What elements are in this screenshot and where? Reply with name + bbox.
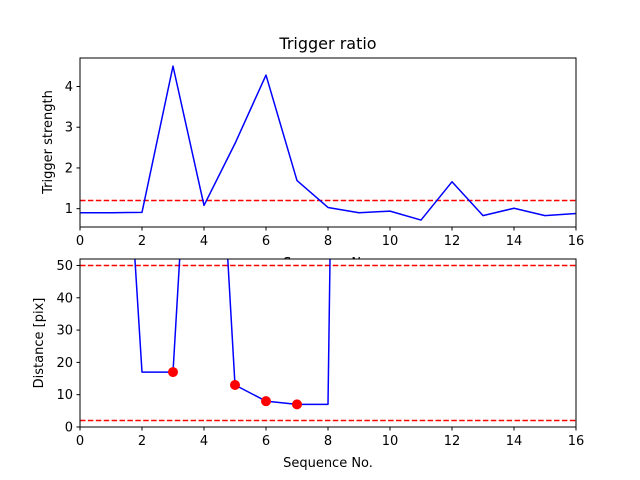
y-tick-label: 3 <box>65 121 73 136</box>
data-point <box>292 399 302 410</box>
y-tick-label: 0 <box>65 421 73 436</box>
x-tick-label: 8 <box>324 434 332 449</box>
plot-area <box>80 58 576 227</box>
x-tick-label: 16 <box>568 234 585 249</box>
y-axis-label: Distance [pix] <box>32 298 47 389</box>
x-tick-label: 12 <box>444 434 461 449</box>
x-tick-label: 12 <box>444 234 461 249</box>
x-tick-label: 0 <box>76 234 84 249</box>
data-point <box>168 367 178 378</box>
x-tick-label: 4 <box>200 234 208 249</box>
x-tick-label: 4 <box>200 434 208 449</box>
distance-chart: 0 2 4 6 8 10 12 14 16 0 10 20 30 40 50 Distance [pix]… <box>32 258 585 471</box>
y-tick-label: 10 <box>56 388 73 403</box>
y-tick-label: 50 <box>56 259 73 274</box>
y-tick-label: 20 <box>56 356 73 371</box>
x-tick-label: 6 <box>262 434 270 449</box>
y-tick-label: 30 <box>56 324 73 339</box>
x-tick-label: 6 <box>262 234 270 249</box>
x-tick-label: 10 <box>382 434 399 449</box>
y-tick-label: 2 <box>65 161 73 176</box>
y-tick-label: 40 <box>56 291 73 306</box>
y-axis-label: Trigger strength <box>41 90 56 195</box>
x-tick-label: 2 <box>138 434 146 449</box>
x-tick-label: 14 <box>506 434 523 449</box>
x-tick-label: 14 <box>506 234 523 249</box>
x-tick-label: 10 <box>382 234 399 249</box>
data-point <box>261 396 271 407</box>
x-tick-label: 0 <box>76 434 84 449</box>
x-axis-label: Sequence No. <box>283 456 373 471</box>
x-tick-label: 8 <box>324 234 332 249</box>
x-tick-label: 16 <box>568 434 585 449</box>
y-tick-label: 1 <box>65 202 73 217</box>
x-tick-label: 2 <box>138 234 146 249</box>
series-line <box>80 65 576 221</box>
data-point <box>230 380 240 390</box>
y-tick-label: 4 <box>65 80 73 95</box>
chart-title: Trigger ratio <box>278 34 376 53</box>
